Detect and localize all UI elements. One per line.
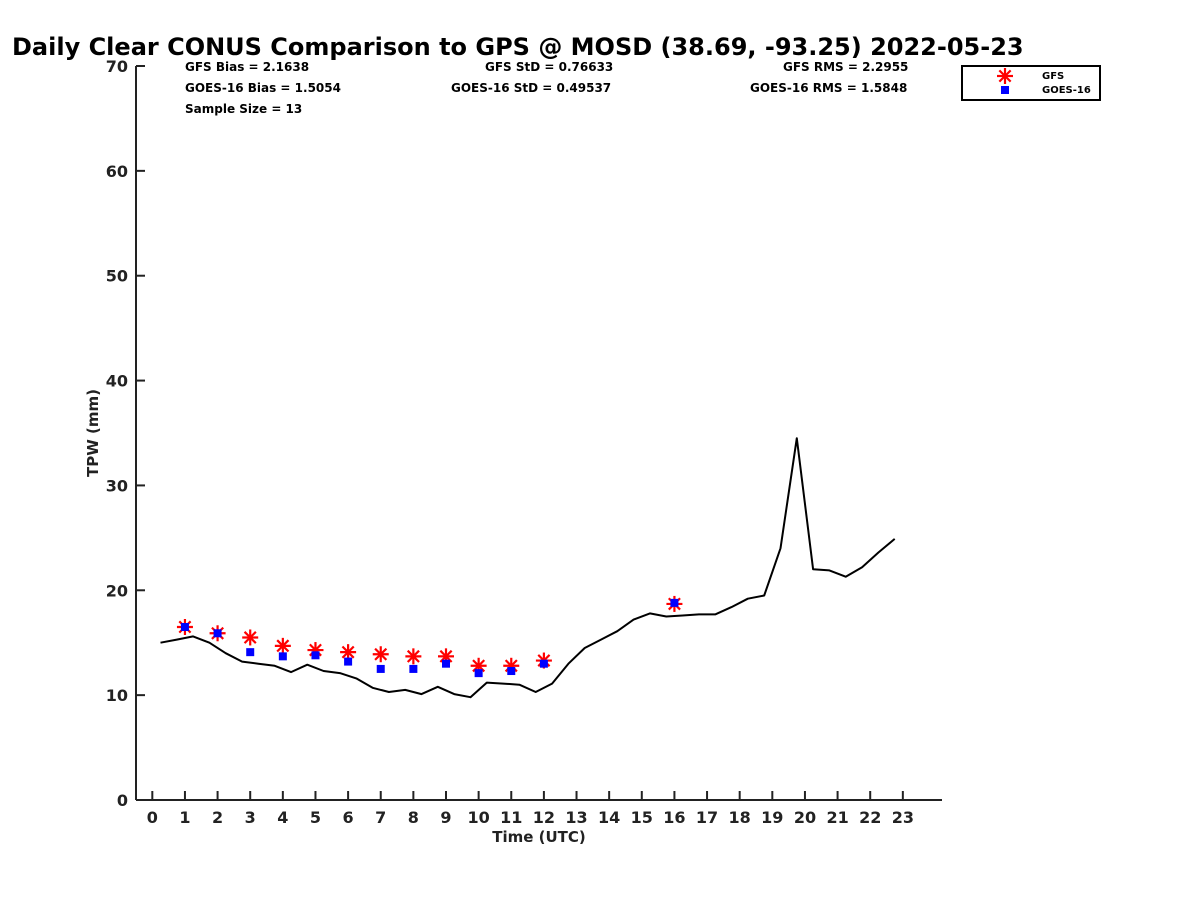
goes-point [376, 664, 385, 673]
x-tick-label: 21 [826, 808, 848, 827]
y-tick-label: 0 [117, 791, 128, 810]
x-tick-label: 4 [277, 808, 288, 827]
goes-point [246, 648, 255, 657]
y-axis-ticks: 0 10 20 30 40 50 60 70 [106, 57, 145, 810]
y-tick-label: 10 [106, 686, 128, 705]
goes-point [311, 651, 320, 660]
stat-goes-bias: GOES-16 Bias = 1.5054 [185, 81, 341, 95]
gfs-point [340, 644, 357, 661]
goes-point [507, 667, 516, 676]
goes-point [180, 622, 189, 631]
y-tick-label: 40 [106, 372, 128, 391]
goes-point [213, 629, 222, 638]
y-tick-label: 50 [106, 267, 128, 286]
legend-box [961, 65, 1101, 101]
x-tick-label: 11 [500, 808, 522, 827]
x-axis-label: Time (UTC) [492, 828, 586, 846]
stat-gfs-std: GFS StD = 0.76633 [485, 60, 613, 74]
x-tick-label: 0 [147, 808, 158, 827]
x-tick-label: 14 [598, 808, 620, 827]
goes-point [278, 652, 287, 661]
x-tick-label: 16 [663, 808, 685, 827]
goes-point [474, 669, 483, 678]
stat-sample-size: Sample Size = 13 [185, 102, 302, 116]
x-tick-label: 10 [467, 808, 489, 827]
legend-gfs-star [997, 68, 1013, 84]
x-axis-ticks: 0 1 2 3 4 5 6 7 8 9 10 11 12 13 14 15 16 17 18 19 20 21 22 23 [147, 791, 914, 827]
chart-title: Daily Clear CONUS Comparison to GPS @ MO… [12, 33, 1024, 61]
x-tick-label: 18 [729, 808, 751, 827]
goes-series [180, 598, 679, 678]
x-tick-label: 19 [761, 808, 783, 827]
y-tick-label: 70 [106, 57, 128, 76]
gfs-point [274, 637, 291, 654]
stat-gfs-rms: GFS RMS = 2.2955 [783, 60, 908, 74]
y-axis-label: TPW (mm) [84, 389, 102, 477]
stat-goes-std: GOES-16 StD = 0.49537 [451, 81, 611, 95]
x-tick-label: 22 [859, 808, 881, 827]
legend-goes-marker [1001, 86, 1009, 94]
x-tick-label: 23 [892, 808, 914, 827]
x-tick-label: 12 [533, 808, 555, 827]
x-tick-label: 1 [179, 808, 190, 827]
x-tick-label: 20 [794, 808, 816, 827]
legend-gfs-label: GFS [1042, 71, 1064, 82]
goes-point [670, 598, 679, 607]
x-tick-label: 13 [565, 808, 587, 827]
x-tick-label: 6 [343, 808, 354, 827]
gfs-point [242, 629, 259, 646]
gps-series-line [160, 437, 896, 699]
x-tick-label: 7 [375, 808, 386, 827]
stat-gfs-bias: GFS Bias = 2.1638 [185, 60, 309, 74]
x-tick-label: 9 [440, 808, 451, 827]
y-tick-label: 20 [106, 581, 128, 600]
goes-point [344, 657, 353, 666]
stat-goes-rms: GOES-16 RMS = 1.5848 [750, 81, 907, 95]
y-tick-label: 60 [106, 162, 128, 181]
goes-point [442, 659, 450, 668]
x-tick-label: 8 [408, 808, 419, 827]
x-tick-label: 3 [245, 808, 256, 827]
x-tick-label: 2 [212, 808, 223, 827]
x-tick-label: 5 [310, 808, 321, 827]
legend-gfs-marker [997, 68, 1013, 84]
gfs-point [405, 648, 422, 665]
gfs-point [372, 646, 389, 663]
y-tick-label: 30 [106, 476, 128, 495]
goes-point [539, 659, 548, 668]
x-tick-label: 15 [631, 808, 653, 827]
goes-point [409, 664, 418, 673]
x-tick-label: 17 [696, 808, 718, 827]
legend-goes-label: GOES-16 [1042, 85, 1091, 96]
legend: GFS GOES-16 [961, 65, 1101, 101]
